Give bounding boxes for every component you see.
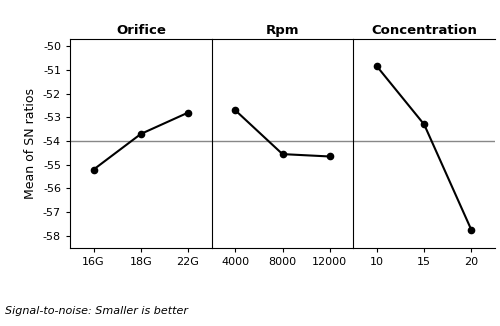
- Title: Rpm: Rpm: [266, 23, 299, 37]
- Title: Orifice: Orifice: [116, 23, 166, 37]
- Title: Concentration: Concentration: [371, 23, 477, 37]
- Text: Signal-to-noise: Smaller is better: Signal-to-noise: Smaller is better: [5, 306, 188, 316]
- Y-axis label: Mean of SN ratios: Mean of SN ratios: [24, 88, 38, 199]
